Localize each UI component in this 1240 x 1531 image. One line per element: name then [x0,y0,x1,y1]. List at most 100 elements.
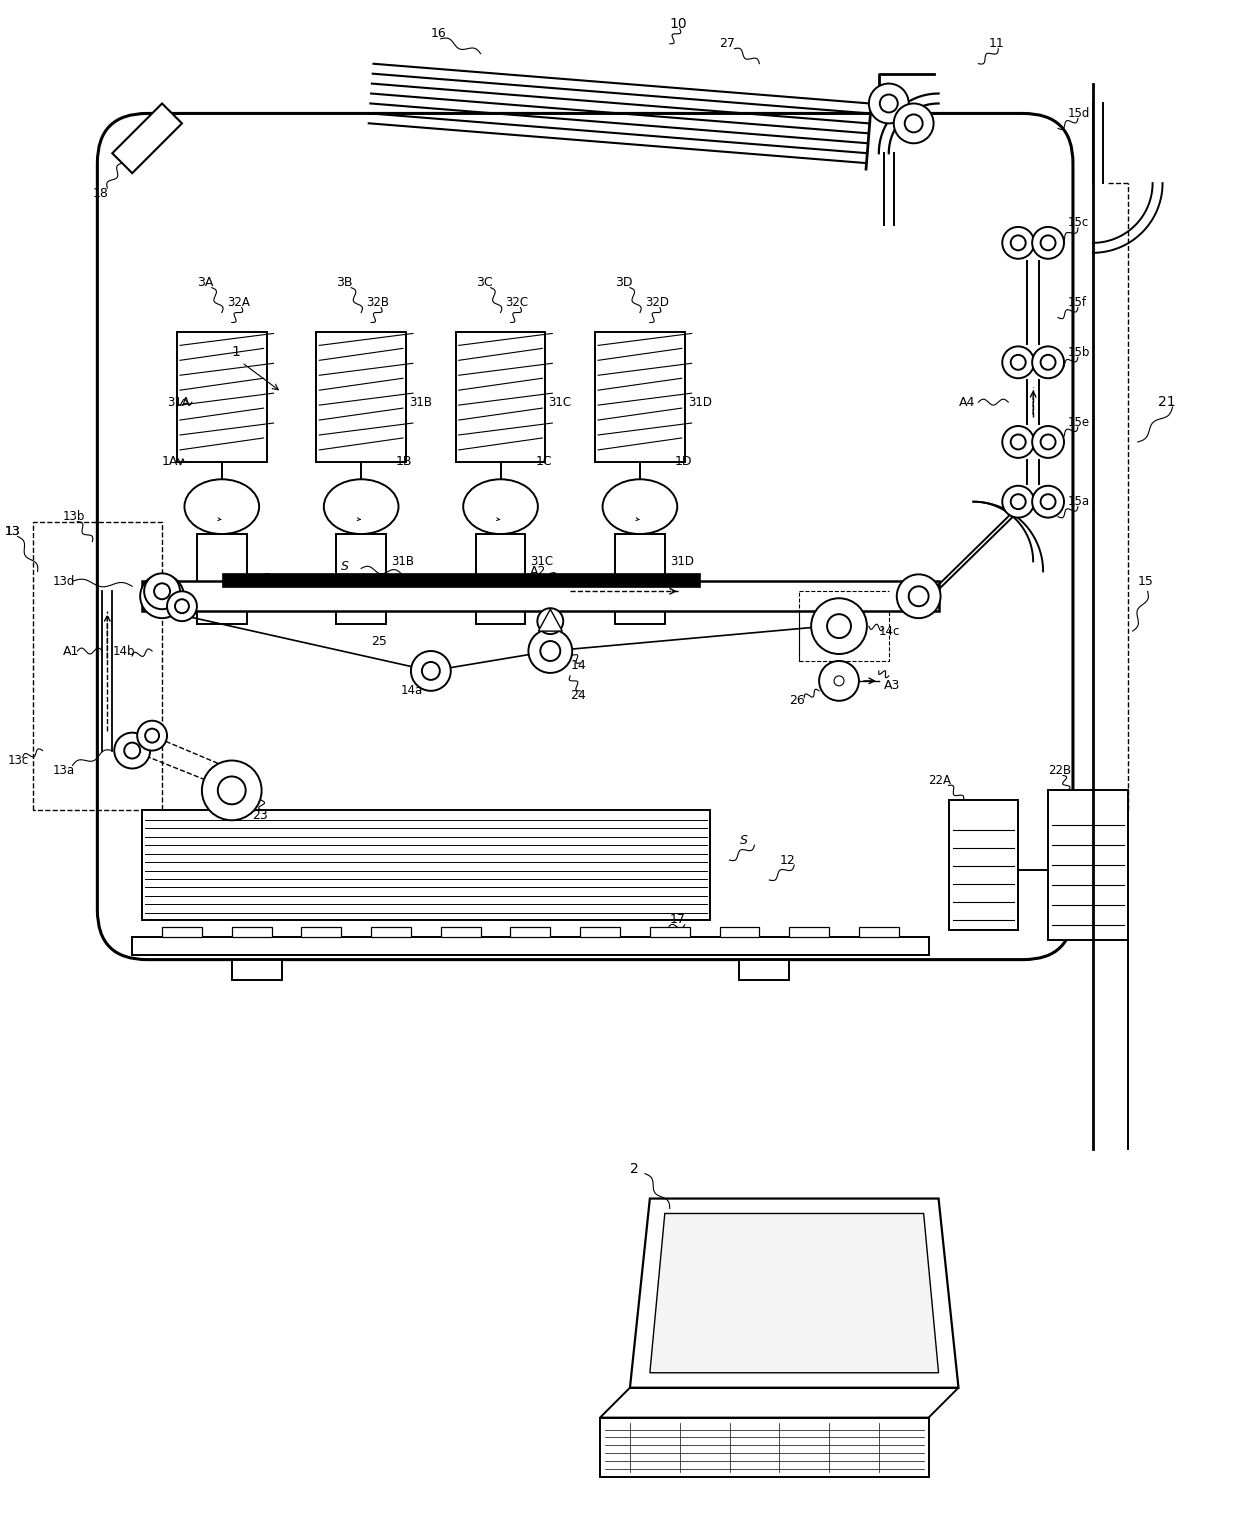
Text: 22A: 22A [929,775,951,787]
Bar [456,332,546,462]
Text: 17: 17 [670,914,686,926]
Circle shape [1011,236,1025,251]
Circle shape [114,733,150,769]
Text: 32A: 32A [227,295,249,309]
Bar [162,926,202,937]
Text: S: S [262,573,269,585]
Text: 1C: 1C [536,455,552,468]
Circle shape [835,675,844,686]
Bar [440,926,481,937]
Text: 1D: 1D [675,455,692,468]
Bar [232,926,272,937]
Text: A3: A3 [884,680,900,692]
Circle shape [1032,227,1064,259]
Bar [1048,790,1127,940]
Bar [719,926,759,937]
Circle shape [140,574,184,619]
Circle shape [528,629,572,674]
Circle shape [1040,236,1055,251]
Circle shape [175,599,188,614]
Text: 26: 26 [789,694,805,707]
Circle shape [827,614,851,638]
Text: 31C: 31C [548,395,572,409]
Bar [222,574,699,588]
Circle shape [1011,355,1025,371]
Text: 25: 25 [371,634,387,648]
Circle shape [145,729,159,743]
Text: 31B: 31B [391,554,414,568]
Bar [301,926,341,937]
Circle shape [811,599,867,654]
Circle shape [1002,227,1034,259]
Polygon shape [538,609,562,631]
Bar [511,926,551,937]
Circle shape [537,608,563,634]
Bar [949,801,1018,929]
Circle shape [897,574,941,619]
Circle shape [1011,435,1025,450]
Bar [143,810,709,920]
Text: S: S [739,834,748,847]
Text: 14c: 14c [879,625,900,637]
Bar [232,960,281,980]
Text: 32B: 32B [366,295,389,309]
Bar [650,926,689,937]
Bar [197,534,247,623]
Text: 15a: 15a [1068,495,1090,508]
Text: 3B: 3B [336,276,352,289]
Circle shape [124,743,140,758]
Circle shape [422,661,440,680]
Bar [316,332,405,462]
Text: 13b: 13b [62,510,84,524]
Text: 31C: 31C [531,554,553,568]
Text: 32C: 32C [506,295,528,309]
Text: 13a: 13a [52,764,74,776]
Circle shape [880,95,898,112]
Text: 16: 16 [430,28,446,40]
Ellipse shape [603,479,677,534]
Text: 21: 21 [1158,395,1176,409]
Circle shape [1040,495,1055,510]
Circle shape [410,651,451,690]
Text: 15d: 15d [1068,107,1090,119]
Text: 31B: 31B [409,395,432,409]
Text: 3A: 3A [197,276,213,289]
Bar [595,332,684,462]
Text: 2: 2 [630,1162,639,1176]
Bar [177,332,267,462]
Circle shape [1002,485,1034,517]
Text: 31A: 31A [167,395,190,409]
Text: 1B: 1B [396,455,413,468]
Bar [371,926,410,937]
Text: 13: 13 [5,525,21,537]
Circle shape [1032,485,1064,517]
Text: 18: 18 [92,187,108,199]
Text: 15e: 15e [1068,415,1090,429]
Polygon shape [600,1387,959,1418]
Text: 15f: 15f [1068,295,1087,309]
Text: 14: 14 [570,660,587,672]
Text: 15b: 15b [1068,346,1090,358]
Text: 15: 15 [1137,574,1153,588]
Text: 22B: 22B [1048,764,1071,776]
Text: 13d: 13d [52,574,74,588]
Circle shape [154,583,170,599]
Ellipse shape [464,479,538,534]
Polygon shape [630,1199,959,1387]
Circle shape [1032,346,1064,378]
Text: 14a: 14a [401,684,423,697]
Bar [580,926,620,937]
Text: 31D: 31D [688,395,712,409]
Text: A1: A1 [62,645,79,657]
Polygon shape [113,104,182,173]
Circle shape [869,84,909,124]
Circle shape [1002,346,1034,378]
Circle shape [1040,355,1055,371]
Text: 11: 11 [988,37,1004,51]
Circle shape [167,591,197,622]
Bar [476,534,526,623]
Circle shape [144,574,180,609]
Text: 24: 24 [570,689,587,703]
Text: A4: A4 [959,395,975,409]
Text: 13c: 13c [7,755,29,767]
